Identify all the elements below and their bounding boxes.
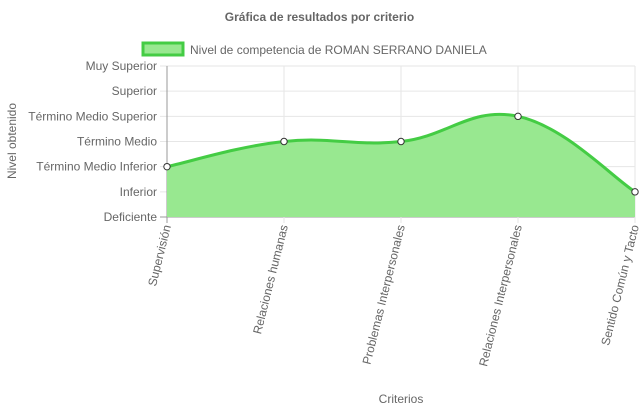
series-line [166, 112, 636, 194]
y-tick-label: Inferior [120, 185, 157, 199]
data-point[interactable] [514, 112, 522, 121]
y-axis-ticks: Deficiente Inferior Término Medio Inferior… [28, 59, 157, 224]
x-tick-label: Supervisión [145, 223, 174, 287]
x-tick-label: Relaciones humanas [250, 223, 291, 335]
y-tick-label: Superior [112, 84, 157, 98]
y-tick-label: Muy Superior [86, 59, 157, 73]
legend[interactable]: Nivel de competencia de ROMAN SERRANO DA… [141, 41, 487, 57]
y-axis-title: Nivel obtenido [5, 103, 19, 179]
data-point[interactable] [397, 137, 405, 146]
data-point[interactable] [631, 188, 639, 196]
data-point[interactable] [163, 162, 171, 171]
legend-swatch [141, 41, 185, 57]
data-point[interactable] [280, 137, 288, 146]
x-tick-label: Relaciones Interpersonales [476, 223, 525, 367]
x-axis-title: Criterios [379, 392, 424, 406]
y-tick-label: Deficiente [104, 210, 158, 224]
series-area [166, 112, 636, 217]
x-tick-label: Problemas Interpersonales [360, 223, 408, 366]
series-area-fill [167, 114, 635, 217]
chart-title: Gráfica de resultados por criterio [225, 10, 414, 24]
y-tick-label: Término Medio Superior [28, 109, 157, 123]
x-axis-ticks: Supervisión Relaciones humanas Problemas I… [145, 223, 639, 368]
y-tick-label: Término Medio [77, 135, 157, 149]
x-tick-label: Sentido Común y Tacto [598, 223, 639, 347]
y-tick-label: Término Medio Inferior [36, 160, 157, 174]
legend-label: Nivel de competencia de ROMAN SERRANO DA… [190, 43, 487, 57]
data-points [163, 112, 639, 196]
